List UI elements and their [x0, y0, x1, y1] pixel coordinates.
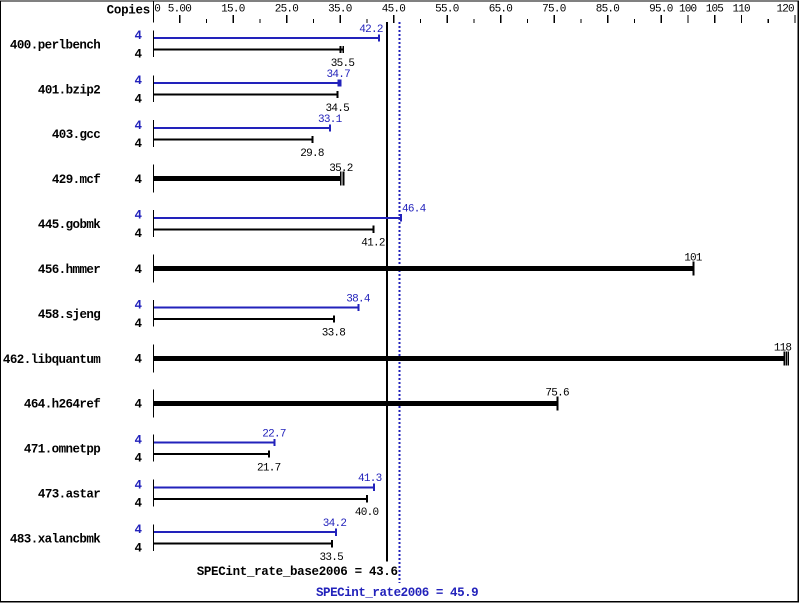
svg-text:SPECint_rate_base2006 = 43.6: SPECint_rate_base2006 = 43.6 [197, 565, 398, 579]
svg-text:473.astar: 473.astar [38, 488, 101, 502]
svg-text:120: 120 [776, 3, 794, 15]
svg-text:445.gobmk: 445.gobmk [38, 218, 101, 232]
svg-text:34.5: 34.5 [326, 103, 350, 115]
svg-text:0: 0 [154, 3, 161, 15]
svg-text:41.3: 41.3 [358, 473, 382, 485]
svg-text:15.0: 15.0 [221, 3, 245, 15]
svg-text:401.bzip2: 401.bzip2 [38, 83, 101, 97]
svg-text:4: 4 [134, 29, 142, 43]
svg-text:4: 4 [134, 398, 142, 412]
svg-text:100: 100 [679, 3, 697, 15]
svg-text:105: 105 [706, 3, 724, 15]
svg-text:21.7: 21.7 [257, 462, 281, 474]
svg-text:75.6: 75.6 [545, 387, 569, 399]
svg-text:4: 4 [134, 497, 142, 511]
svg-text:33.8: 33.8 [322, 328, 346, 340]
svg-text:5.00: 5.00 [168, 3, 192, 15]
svg-text:4: 4 [134, 137, 142, 151]
svg-text:35.0: 35.0 [328, 3, 352, 15]
svg-text:4: 4 [134, 433, 142, 447]
svg-text:34.7: 34.7 [327, 69, 351, 81]
svg-text:65.0: 65.0 [489, 3, 513, 15]
svg-text:38.4: 38.4 [346, 294, 371, 306]
svg-text:4: 4 [134, 452, 142, 466]
svg-text:458.sjeng: 458.sjeng [38, 308, 101, 322]
svg-text:35.5: 35.5 [331, 58, 355, 70]
svg-text:464.h264ref: 464.h264ref [24, 398, 101, 412]
svg-text:110: 110 [732, 3, 750, 15]
svg-text:33.5: 33.5 [320, 552, 344, 564]
svg-text:29.8: 29.8 [300, 148, 324, 160]
svg-text:4: 4 [134, 209, 142, 223]
svg-text:42.2: 42.2 [359, 24, 383, 36]
svg-text:40.0: 40.0 [355, 507, 379, 519]
svg-text:4: 4 [134, 542, 142, 556]
svg-text:4: 4 [134, 299, 142, 313]
svg-text:4: 4 [134, 74, 142, 88]
svg-text:SPECint_rate2006 = 45.9: SPECint_rate2006 = 45.9 [316, 586, 479, 600]
svg-text:483.xalancbmk: 483.xalancbmk [10, 533, 101, 547]
svg-text:403.gcc: 403.gcc [52, 128, 101, 142]
svg-text:4: 4 [134, 353, 142, 367]
svg-text:118: 118 [774, 343, 792, 355]
svg-text:101: 101 [684, 253, 702, 265]
svg-text:4: 4 [134, 263, 142, 277]
svg-text:4: 4 [134, 92, 142, 106]
svg-text:Copies: Copies [107, 4, 151, 18]
svg-text:46.4: 46.4 [402, 204, 427, 216]
svg-text:4: 4 [134, 227, 142, 241]
svg-text:22.7: 22.7 [262, 428, 286, 440]
svg-text:471.omnetpp: 471.omnetpp [24, 443, 101, 457]
svg-text:34.2: 34.2 [323, 518, 347, 530]
svg-text:4: 4 [134, 478, 142, 492]
svg-text:400.perlbench: 400.perlbench [10, 38, 101, 52]
svg-text:456.hmmer: 456.hmmer [38, 263, 101, 277]
svg-text:75.0: 75.0 [542, 3, 566, 15]
svg-text:95.0: 95.0 [649, 3, 673, 15]
svg-text:4: 4 [134, 317, 142, 331]
svg-text:429.mcf: 429.mcf [52, 173, 101, 187]
svg-text:41.2: 41.2 [361, 238, 385, 250]
svg-text:4: 4 [134, 523, 142, 537]
svg-text:4: 4 [134, 119, 142, 133]
svg-text:85.0: 85.0 [596, 3, 620, 15]
svg-text:4: 4 [134, 173, 142, 187]
svg-text:4: 4 [134, 47, 142, 61]
svg-text:35.2: 35.2 [329, 163, 353, 175]
svg-text:25.0: 25.0 [275, 3, 299, 15]
svg-text:55.0: 55.0 [435, 3, 459, 15]
svg-text:462.libquantum: 462.libquantum [3, 353, 101, 367]
svg-text:33.1: 33.1 [318, 114, 343, 126]
svg-text:45.0: 45.0 [382, 3, 406, 15]
